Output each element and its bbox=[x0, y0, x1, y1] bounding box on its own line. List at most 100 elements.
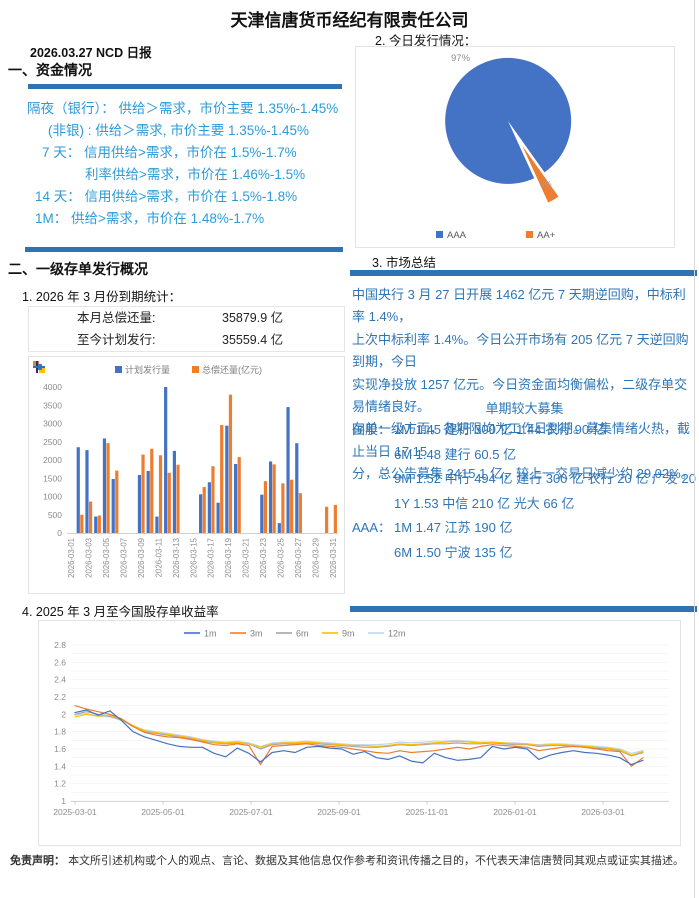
bar-repay bbox=[97, 515, 101, 533]
bar-plan bbox=[85, 450, 89, 533]
svg-text:2000: 2000 bbox=[43, 455, 62, 465]
svg-text:2.2: 2.2 bbox=[54, 692, 66, 702]
bar-plan bbox=[268, 461, 273, 533]
svg-text:2025-11-01: 2025-11-01 bbox=[406, 807, 449, 817]
bar-plan bbox=[286, 407, 290, 533]
svg-text:总偿还量(亿元): 总偿还量(亿元) bbox=[202, 364, 262, 375]
svg-text:1.2: 1.2 bbox=[54, 779, 66, 789]
funding-rates-list: 隔夜（银行）： 供给＞需求，市价主要 1.35%-1.45% (非银) : 供给＞… bbox=[0, 98, 350, 230]
bar-repay bbox=[141, 454, 145, 533]
disclaimer-label: 免责声明： bbox=[10, 855, 65, 867]
funding-rate-line: 利率供给>需求，市价在 1.46%-1.5% bbox=[85, 167, 306, 182]
fundraising-text: 9M 1.52 中行 494 亿 建行 300 亿 农行 20 亿 广发 20 … bbox=[394, 471, 699, 486]
bar-plan bbox=[295, 443, 299, 533]
fundraising-prefix bbox=[352, 443, 394, 468]
maturity-bar-chart: 计划发行量 总偿还量(亿元) 0 500 1000 1500 2000 2500 3000 350… bbox=[43, 364, 338, 578]
svg-text:6m: 6m bbox=[296, 629, 309, 639]
stat-row: 至今计划发行: 35559.4 亿 bbox=[29, 329, 344, 351]
fundraising-row: 1Y 1.53 中信 210 亿 光大 66 亿 bbox=[352, 492, 698, 517]
bar-plan bbox=[102, 438, 107, 533]
report-date-label: 2026.03.27 NCD 日报 bbox=[30, 46, 152, 60]
bar-repay bbox=[167, 472, 171, 533]
svg-text:2026-03-05: 2026-03-05 bbox=[102, 537, 111, 578]
svg-text:97%: 97% bbox=[451, 53, 471, 64]
bar-plan bbox=[111, 478, 115, 533]
fundraising-prefix bbox=[352, 467, 394, 492]
svg-text:AAA: AAA bbox=[447, 230, 467, 241]
svg-text:2025-05-01: 2025-05-01 bbox=[141, 807, 185, 817]
page-right-border bbox=[694, 0, 695, 898]
svg-text:2026-03-15: 2026-03-15 bbox=[189, 537, 198, 578]
section-primary-issuance-heading: 二、一级存单发行概况 bbox=[8, 261, 148, 277]
svg-text:4000: 4000 bbox=[43, 382, 62, 392]
chart-thumbnail-icon bbox=[32, 360, 46, 374]
page-title: 天津信唐货币经纪有限责任公司 bbox=[230, 11, 469, 30]
svg-text:2026-03-19: 2026-03-19 bbox=[224, 538, 233, 578]
fundraising-row: AAA： 1M 1.47 江苏 190 亿 bbox=[352, 516, 698, 541]
disclaimer: 免责声明： 本文所引述机构或个人的观点、言论、数据及其他信息仅作参考和资讯传播之… bbox=[10, 852, 692, 868]
svg-text:2026-03-03: 2026-03-03 bbox=[84, 538, 93, 578]
svg-text:2026-03-13: 2026-03-13 bbox=[172, 538, 181, 578]
funding-rate-line: 7 天： 信用供给>需求，市价在 1.5%-1.7% bbox=[42, 145, 297, 160]
bar-plan bbox=[277, 523, 281, 534]
svg-text:2026-03-09: 2026-03-09 bbox=[137, 538, 146, 578]
pie-legend-swatch-AAA bbox=[436, 231, 443, 238]
pie-legend-swatch-AA+ bbox=[526, 231, 533, 238]
svg-text:计划发行量: 计划发行量 bbox=[125, 364, 170, 375]
bar-repay bbox=[150, 448, 154, 533]
bar-plan bbox=[207, 482, 211, 533]
summary-line: 实现净投放 1257 亿元。今日资金面均衡偏松，二级存单交易情绪良好。 bbox=[352, 376, 688, 415]
svg-text:2026-03-23: 2026-03-23 bbox=[259, 538, 268, 578]
svg-text:2026-03-01: 2026-03-01 bbox=[67, 538, 76, 578]
svg-text:1500: 1500 bbox=[43, 473, 62, 483]
svg-text:1.4: 1.4 bbox=[54, 761, 66, 771]
market-summary-paragraph: 中国央行 3 月 27 日开展 1462 亿元 7 天期逆回购，中标利率 1.4… bbox=[352, 284, 698, 486]
fundraising-prefix: 国股： bbox=[352, 422, 392, 437]
series-line-6m bbox=[74, 711, 644, 757]
issuance-today-heading: 2. 今日发行情况： bbox=[375, 34, 477, 48]
fundraising-row: 6M 1.48 建行 60.5 亿 bbox=[352, 443, 698, 468]
bar-repay bbox=[115, 470, 119, 533]
funding-rate-line: 隔夜（银行）： 供给＞需求，市价主要 1.35%-1.45% bbox=[27, 101, 339, 116]
svg-text:2.8: 2.8 bbox=[54, 640, 66, 650]
svg-text:AA+: AA+ bbox=[537, 230, 556, 241]
svg-text:2: 2 bbox=[61, 709, 66, 719]
bar-repay bbox=[281, 483, 285, 533]
fundraising-row: 6M 1.50 宁波 135 亿 bbox=[352, 541, 698, 566]
summary-line: 分，总公告募集 2415.1 亿，较上一交易日减少约 29.02%。 bbox=[352, 466, 694, 482]
section-funding-heading: 一、资金情况 bbox=[8, 62, 92, 78]
svg-text:500: 500 bbox=[48, 510, 62, 520]
stat-row: 本月总偿还量: 35879.9 亿 bbox=[29, 307, 344, 329]
bar-plan bbox=[164, 387, 168, 533]
svg-text:2026-03-21: 2026-03-21 bbox=[242, 538, 251, 578]
svg-text:3%: 3% bbox=[540, 180, 552, 189]
bar-plan bbox=[137, 474, 142, 534]
svg-text:9m: 9m bbox=[342, 629, 355, 639]
bar-repay bbox=[228, 394, 233, 533]
fundraising-text: 6M 1.48 建行 60.5 亿 bbox=[394, 446, 517, 462]
svg-text:2026-03-27: 2026-03-27 bbox=[294, 538, 303, 578]
bar-plan bbox=[225, 425, 229, 533]
bar-plan bbox=[94, 516, 98, 533]
bar-repay bbox=[202, 487, 206, 533]
svg-text:3000: 3000 bbox=[43, 419, 62, 429]
line-chart-panel: 1m 3m 6m 9m 12m 1 1.2 1.4 1.6 1.8 2 2.2 2.4 2.6 2.8 202… bbox=[38, 620, 681, 846]
bar-repay bbox=[272, 464, 276, 533]
fundraising-row: 9M 1.52 中行 494 亿 建行 300 亿 农行 20 亿 广发 20 … bbox=[352, 467, 699, 492]
svg-text:2025-09-01: 2025-09-01 bbox=[317, 807, 361, 817]
divider-funding bbox=[28, 84, 342, 89]
stat-label: 至今计划发行: bbox=[77, 333, 156, 347]
fundraising-row: 国股： 1M 1.45 建行 300 亿 1.44 农行 90 亿 bbox=[352, 418, 698, 443]
pie-slice-AAA bbox=[445, 57, 572, 184]
bar-repay bbox=[325, 506, 329, 533]
fundraising-subheading: 单期较大募集 bbox=[485, 401, 564, 416]
bar-repay bbox=[158, 455, 163, 533]
bar-repay bbox=[176, 464, 180, 533]
funding-rate-line: (非银) : 供给＞需求, 市价主要 1.35%-1.45% bbox=[48, 123, 310, 138]
bar-plan bbox=[199, 494, 203, 533]
summary-line: 上次中标利率 1.4%。今日公开市场有 205 亿元 7 天逆回购到期，今日 bbox=[352, 331, 689, 370]
svg-text:1.8: 1.8 bbox=[54, 727, 66, 737]
bar-repay bbox=[263, 481, 268, 533]
disclaimer-text: 本文所引述机构或个人的观点、言论、数据及其他信息仅作参考和资讯传播之目的，不代表… bbox=[68, 855, 685, 867]
